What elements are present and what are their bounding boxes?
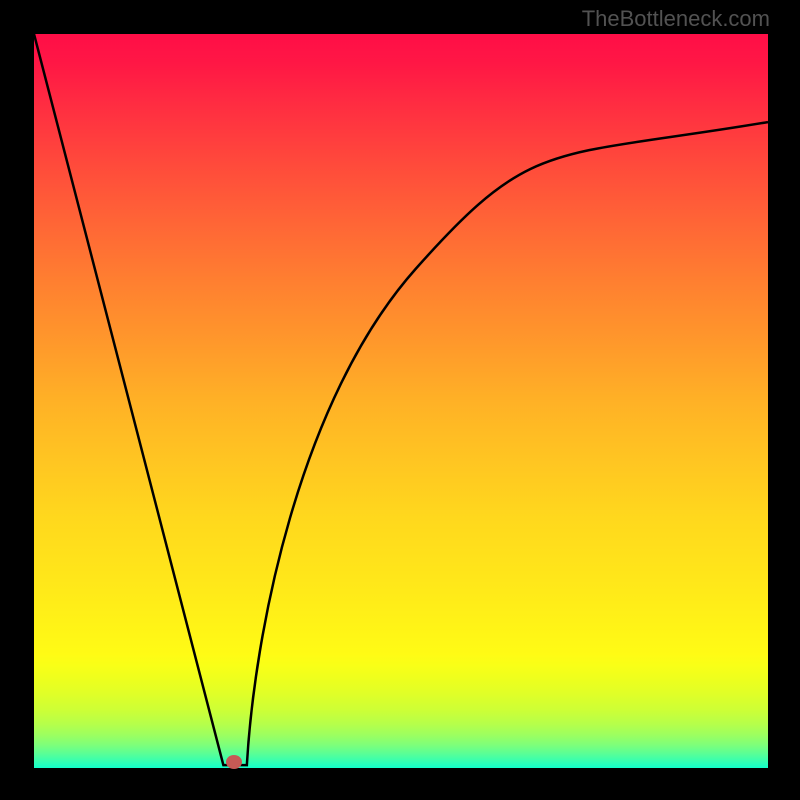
watermark-text: TheBottleneck.com bbox=[582, 6, 770, 32]
plot-area bbox=[34, 34, 768, 768]
optimum-marker bbox=[226, 755, 242, 769]
bottleneck-curve bbox=[34, 34, 768, 765]
curve-layer bbox=[34, 34, 768, 768]
chart-frame: TheBottleneck.com bbox=[0, 0, 800, 800]
